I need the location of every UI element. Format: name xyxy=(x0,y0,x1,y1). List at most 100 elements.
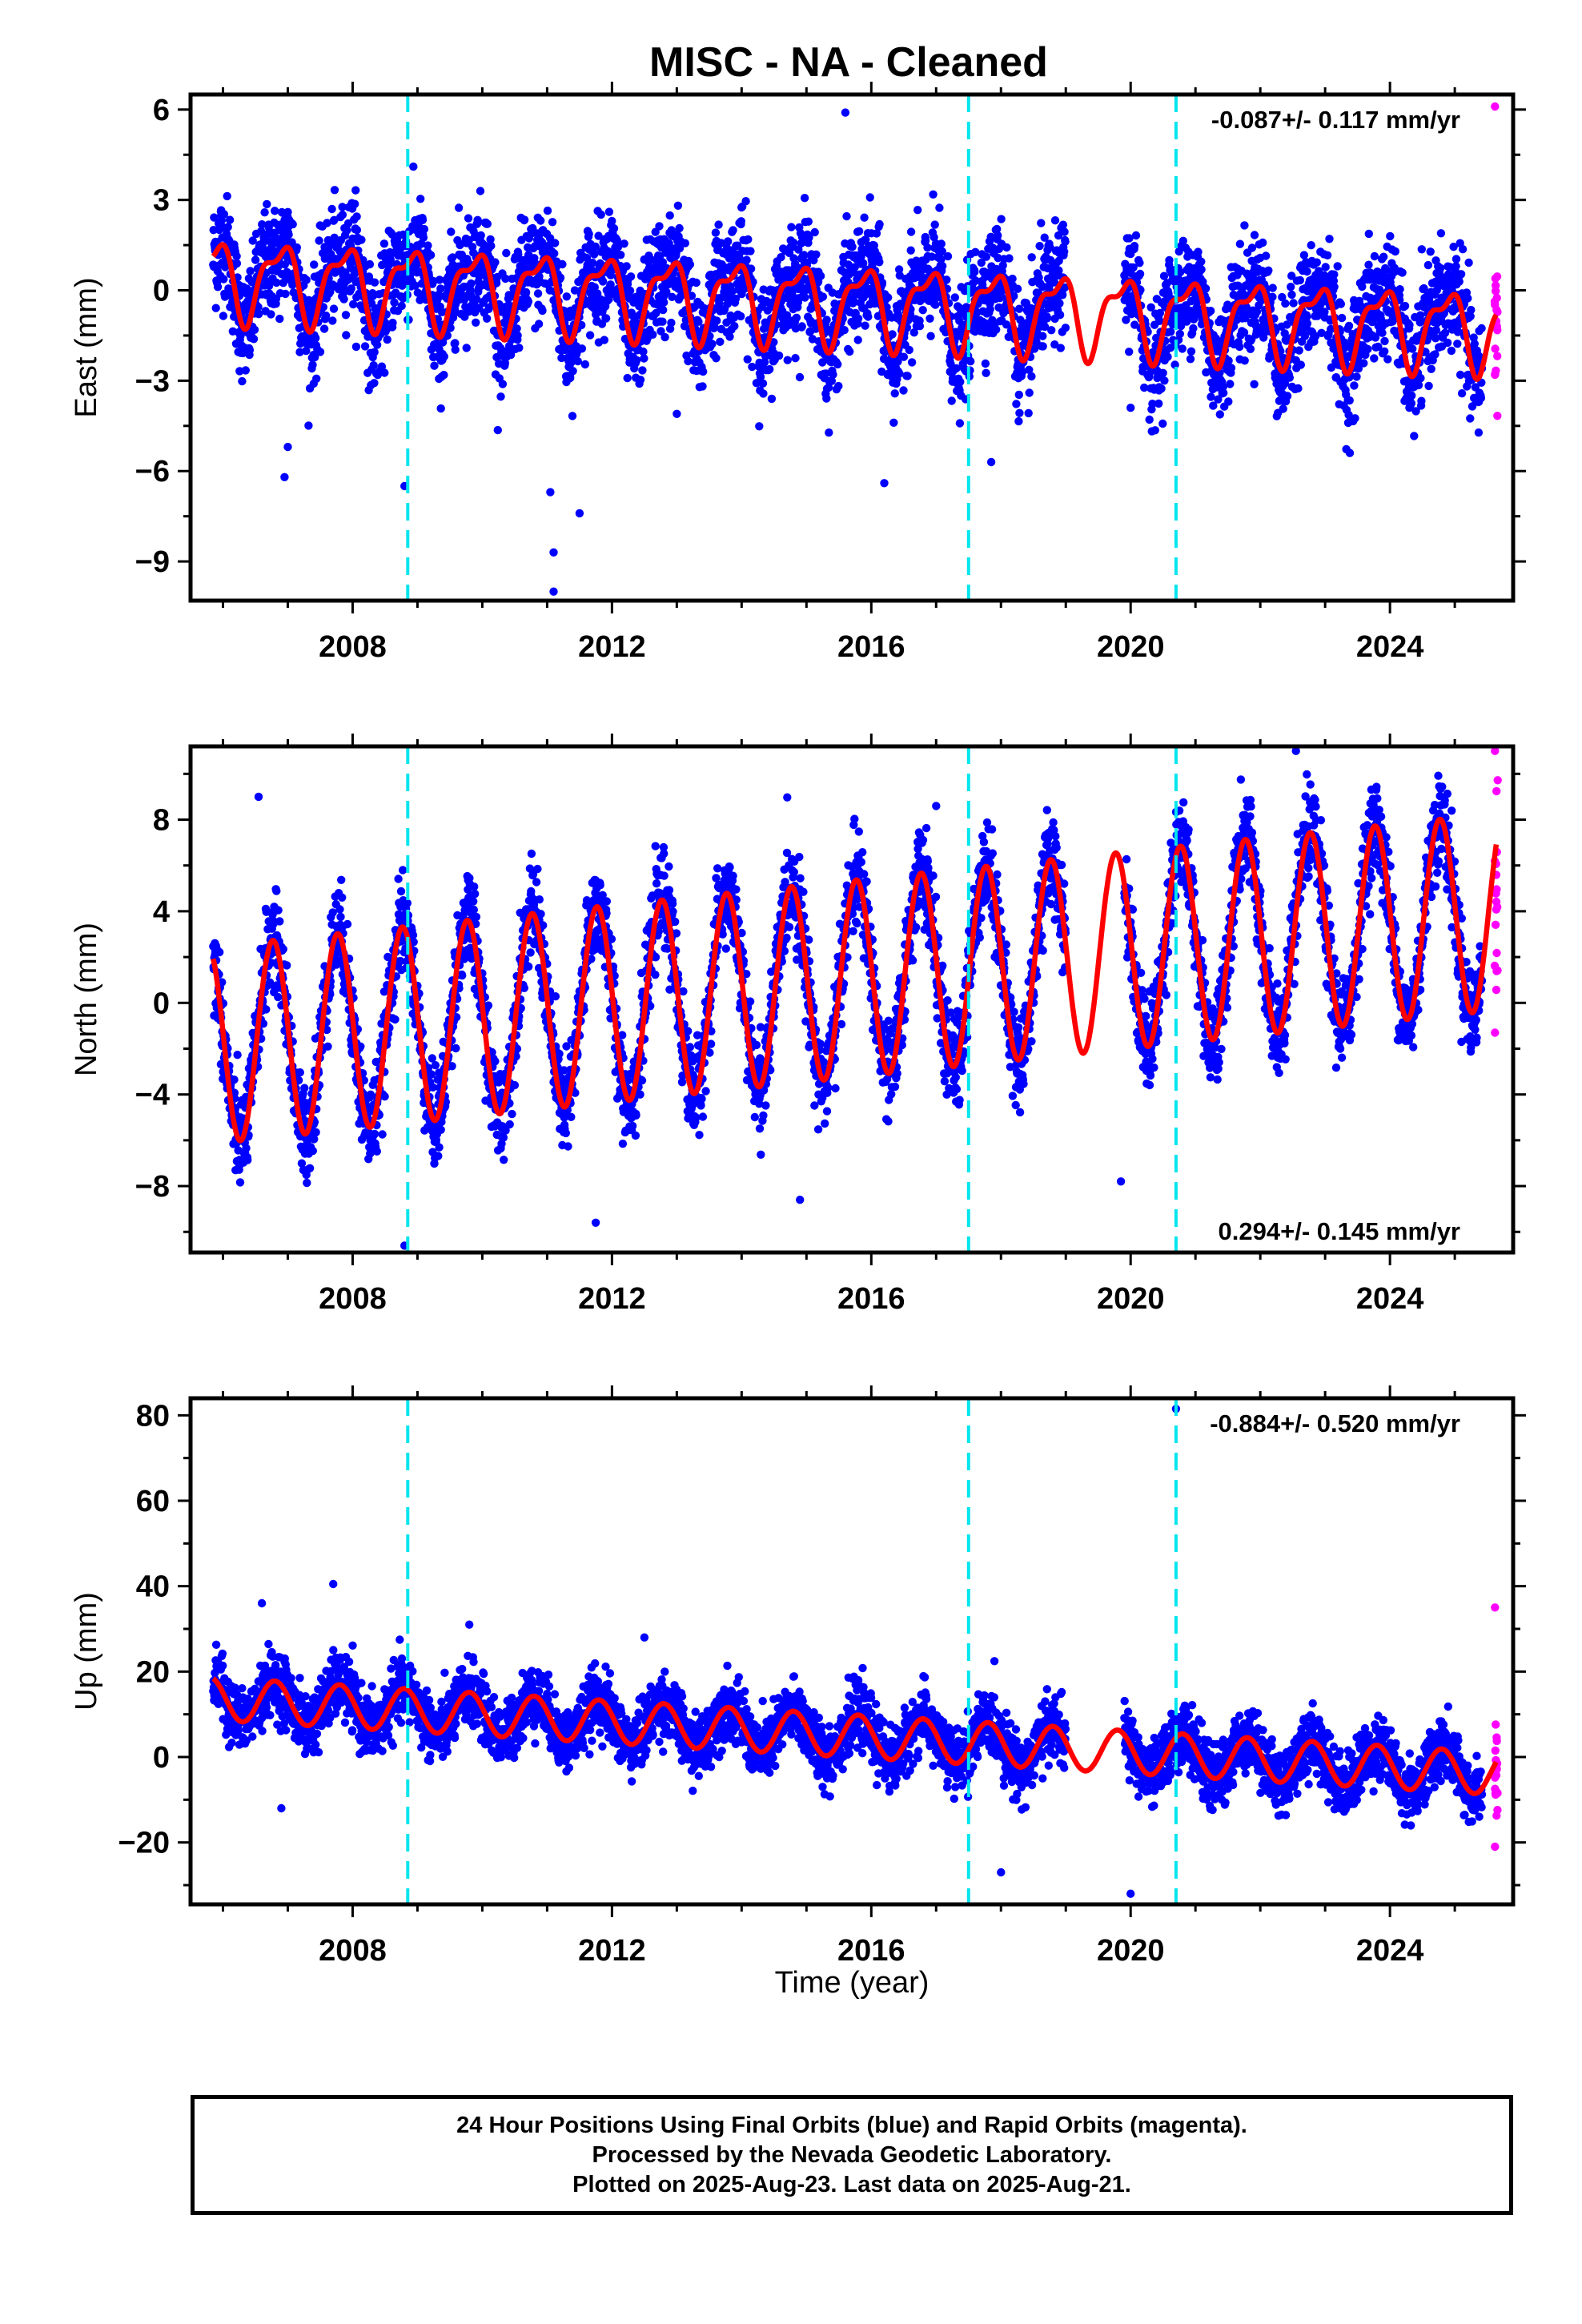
final-orbit-point xyxy=(1312,258,1322,267)
final-orbit-point xyxy=(342,331,351,340)
final-orbit-point xyxy=(1038,332,1047,340)
final-orbit-point xyxy=(880,479,889,488)
final-orbit-point xyxy=(1379,252,1388,261)
final-orbit-point xyxy=(903,372,912,380)
final-orbit-point xyxy=(315,348,325,356)
final-orbit-point xyxy=(235,1178,245,1187)
final-orbit-point xyxy=(357,235,366,244)
final-orbit-point xyxy=(418,215,428,224)
final-orbit-point xyxy=(1414,380,1423,390)
final-orbit-point xyxy=(419,233,428,242)
final-orbit-point xyxy=(549,587,558,596)
final-orbit-point xyxy=(966,357,975,366)
final-orbit-point xyxy=(1014,390,1024,400)
final-orbit-point xyxy=(1344,321,1354,331)
final-orbit-point xyxy=(1363,344,1372,354)
final-orbit-point xyxy=(1352,372,1361,381)
final-orbit-point xyxy=(986,305,994,314)
final-orbit-point xyxy=(864,312,873,321)
final-orbit-point xyxy=(1477,324,1486,333)
final-orbit-point xyxy=(797,322,806,331)
final-orbit-point xyxy=(935,203,944,212)
final-orbit-point xyxy=(1240,356,1249,365)
final-orbit-point xyxy=(524,297,533,306)
final-orbit-point xyxy=(1299,251,1309,259)
final-orbit-point xyxy=(982,368,990,377)
final-orbit-point xyxy=(1055,311,1065,320)
final-orbit-point xyxy=(759,389,768,398)
final-orbit-point xyxy=(955,419,965,428)
final-orbit-point xyxy=(1024,408,1033,418)
final-orbit-point xyxy=(258,220,267,229)
final-orbit-point xyxy=(300,1084,309,1092)
final-orbit-point xyxy=(638,366,647,375)
final-orbit-point xyxy=(1015,408,1024,417)
final-orbit-point xyxy=(632,356,641,364)
final-orbit-point xyxy=(1037,219,1046,227)
final-orbit-point xyxy=(472,318,480,327)
rapid-orbit-point xyxy=(1491,344,1500,353)
final-orbit-point xyxy=(1427,364,1435,373)
final-orbit-point xyxy=(792,313,801,322)
final-orbit-point xyxy=(311,352,319,362)
final-orbit-point xyxy=(315,236,323,245)
final-orbit-point xyxy=(281,289,290,299)
final-orbit-point xyxy=(426,251,436,259)
final-orbit-point xyxy=(248,236,257,245)
final-orbit-point xyxy=(1395,285,1404,294)
final-orbit-point xyxy=(1163,352,1172,361)
final-orbit-point xyxy=(436,404,445,413)
final-orbit-point xyxy=(513,331,522,340)
final-orbit-point xyxy=(1345,396,1354,405)
final-orbit-point xyxy=(1417,396,1426,405)
final-orbit-point xyxy=(622,262,631,271)
final-orbit-point xyxy=(816,271,825,280)
final-orbit-point xyxy=(304,421,313,430)
final-orbit-point xyxy=(825,428,833,437)
final-orbit-point xyxy=(283,961,291,970)
final-orbit-point xyxy=(1295,346,1303,355)
final-orbit-point xyxy=(1014,416,1023,426)
final-orbit-point xyxy=(1287,290,1296,300)
final-orbit-point xyxy=(1476,393,1486,403)
final-orbit-point xyxy=(238,376,247,386)
final-orbit-point xyxy=(221,263,230,271)
final-orbit-point xyxy=(274,906,283,915)
final-orbit-point xyxy=(330,215,339,224)
final-orbit-point xyxy=(620,239,628,248)
final-orbit-point xyxy=(865,193,874,202)
final-orbit-point xyxy=(804,217,813,226)
final-orbit-point xyxy=(895,369,904,378)
final-orbit-point xyxy=(568,412,577,420)
final-orbit-point xyxy=(447,227,456,236)
final-orbit-point xyxy=(1415,311,1425,320)
final-orbit-point xyxy=(1398,268,1407,277)
final-orbit-point xyxy=(1466,414,1475,423)
final-orbit-point xyxy=(1295,275,1305,285)
final-orbit-point xyxy=(822,316,831,324)
final-orbit-point xyxy=(550,249,559,258)
y-tick-label: 0 xyxy=(153,275,170,308)
final-orbit-point xyxy=(1426,247,1435,256)
final-orbit-point xyxy=(383,335,391,344)
final-orbit-point xyxy=(1145,415,1154,424)
rapid-orbit-point xyxy=(1493,412,1502,420)
final-orbit-point xyxy=(568,367,577,376)
final-orbit-point xyxy=(1458,245,1468,254)
final-orbit-point xyxy=(1264,266,1273,275)
final-orbit-point xyxy=(1370,354,1379,363)
final-orbit-point xyxy=(1279,404,1287,413)
final-orbit-point xyxy=(275,917,284,926)
final-orbit-point xyxy=(551,239,560,247)
final-orbit-point xyxy=(312,374,321,383)
final-orbit-point xyxy=(812,250,821,259)
final-orbit-point xyxy=(822,394,831,403)
final-orbit-point xyxy=(1194,247,1203,256)
final-orbit-point xyxy=(860,213,869,222)
final-orbit-point xyxy=(708,340,717,348)
final-orbit-point xyxy=(623,373,632,383)
final-orbit-point xyxy=(861,321,869,330)
final-orbit-point xyxy=(791,354,800,363)
final-orbit-point xyxy=(1457,389,1467,398)
final-orbit-point xyxy=(370,348,379,356)
